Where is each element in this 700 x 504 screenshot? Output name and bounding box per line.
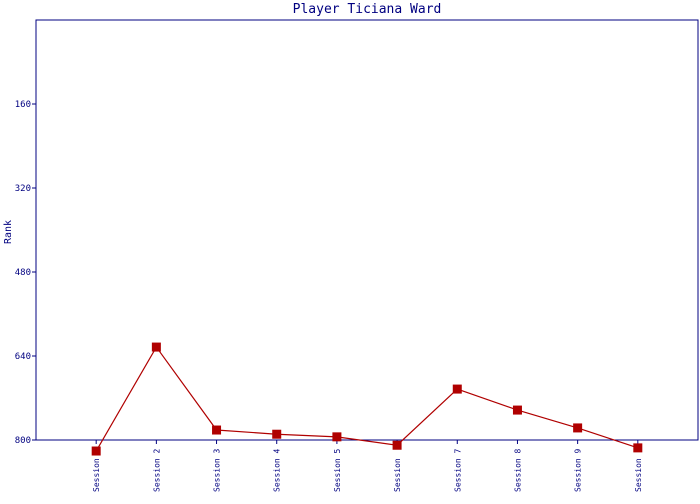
x-tick-label: Session bbox=[92, 458, 101, 492]
data-point bbox=[272, 429, 282, 439]
y-tick-label: 480 bbox=[15, 268, 31, 278]
x-tick-label: Session 4 bbox=[273, 448, 282, 492]
x-tick-label: Session 3 bbox=[213, 448, 222, 492]
x-tick-label: Session bbox=[634, 458, 643, 492]
plot-frame bbox=[35, 19, 699, 441]
data-point bbox=[633, 443, 643, 453]
x-tick-label: Session 7 bbox=[453, 448, 462, 492]
x-tick-label: Session bbox=[393, 458, 402, 492]
y-tick-label: 160 bbox=[15, 100, 31, 110]
x-tick-label: Session 2 bbox=[152, 448, 161, 492]
y-tick-label: 640 bbox=[15, 352, 31, 362]
y-tick-label: 800 bbox=[15, 436, 31, 446]
data-point bbox=[91, 446, 101, 456]
data-point bbox=[452, 384, 462, 394]
x-tick-label: Session 8 bbox=[513, 448, 522, 492]
chart-title: Player Ticiana Ward bbox=[293, 2, 442, 17]
data-point bbox=[212, 425, 222, 435]
data-point bbox=[392, 440, 402, 450]
data-point bbox=[151, 342, 161, 352]
data-point bbox=[332, 432, 342, 442]
data-point bbox=[573, 423, 583, 433]
x-tick-label: Session 5 bbox=[333, 448, 342, 492]
x-tick-label: Session 9 bbox=[574, 448, 583, 492]
series-line bbox=[95, 345, 639, 452]
y-tick-label: 320 bbox=[15, 184, 31, 194]
data-point bbox=[512, 405, 522, 415]
y-axis-label: Rank bbox=[3, 220, 14, 244]
